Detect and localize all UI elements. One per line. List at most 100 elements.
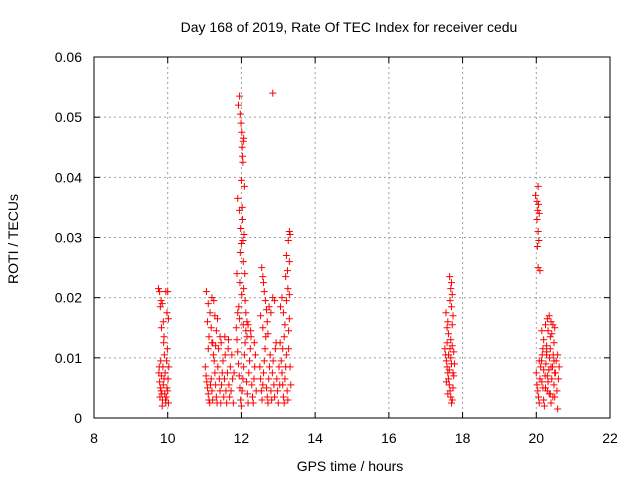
data-point [209,396,217,404]
data-point [285,315,293,323]
x-tick-label: 20 [528,430,544,446]
data-point [157,372,165,380]
data-point [280,399,288,407]
data-point [284,285,292,293]
data-point [273,375,281,383]
data-point [201,363,209,371]
data-point [259,381,267,389]
data-point [240,230,248,238]
data-point [263,318,271,326]
data-point [442,378,450,386]
data-point [220,393,228,401]
data-point [248,393,256,401]
data-point [157,387,165,395]
data-point [271,345,279,353]
data-point [208,339,216,347]
data-point [240,285,248,293]
y-tick-label: 0.03 [55,230,82,246]
data-point [233,270,241,278]
data-point [237,119,245,127]
data-point [243,333,251,341]
data-point [286,230,294,238]
data-point [237,224,245,232]
data-point [260,279,268,287]
data-point [230,369,238,377]
data-point [163,345,171,353]
data-point [271,297,279,305]
data-point [159,363,167,371]
data-point [265,375,273,383]
data-point [220,375,228,383]
data-point [450,348,458,356]
data-point [274,387,282,395]
x-tick-label: 18 [455,430,471,446]
data-point [240,182,248,190]
data-point [234,101,242,109]
data-point [204,390,212,398]
data-point [157,297,165,305]
data-point [286,363,294,371]
y-tick-label: 0.01 [55,350,82,366]
data-point [164,375,172,383]
data-point [213,315,221,323]
data-point [250,375,258,383]
data-point [242,309,250,317]
data-point [236,110,244,118]
data-point [215,345,223,353]
data-point [241,339,249,347]
data-point [535,209,543,217]
data-point [264,399,272,407]
data-point [233,336,241,344]
data-point [208,387,216,395]
data-point [259,273,267,281]
data-point [284,237,292,245]
data-point [257,312,265,320]
data-point [226,393,234,401]
data-point [283,387,291,395]
data-point [257,387,265,395]
data-point [448,321,456,329]
data-point [279,309,287,317]
data-point [554,375,562,383]
data-point [540,402,548,410]
data-point [262,384,270,392]
data-point [204,384,212,392]
data-point [260,357,268,365]
data-point [241,270,249,278]
data-point [206,309,214,317]
data-point [534,200,542,208]
data-point [265,303,273,311]
data-point [261,345,269,353]
data-points [155,89,563,413]
data-point [237,176,245,184]
data-point [262,333,270,341]
data-point [271,393,279,401]
data-point [217,399,225,407]
data-point [548,375,556,383]
data-point [535,237,543,245]
axis-ticks [93,56,611,419]
data-point [544,327,552,335]
data-point [202,288,210,296]
data-point [282,297,290,305]
data-point [534,387,542,395]
data-point [446,273,454,281]
data-point [553,387,561,395]
data-point [260,369,268,377]
data-point [535,357,543,365]
data-point [234,194,242,202]
data-point [237,402,245,410]
data-point [163,384,171,392]
data-point [285,345,293,353]
data-point [243,378,251,386]
data-point [235,372,243,380]
data-point [268,369,276,377]
data-point [160,351,168,359]
data-point [223,369,231,377]
data-point [238,143,246,151]
data-point [159,381,167,389]
y-tick-label: 0.02 [55,290,82,306]
y-tick-label: 0.05 [55,109,82,125]
data-point [159,318,167,326]
